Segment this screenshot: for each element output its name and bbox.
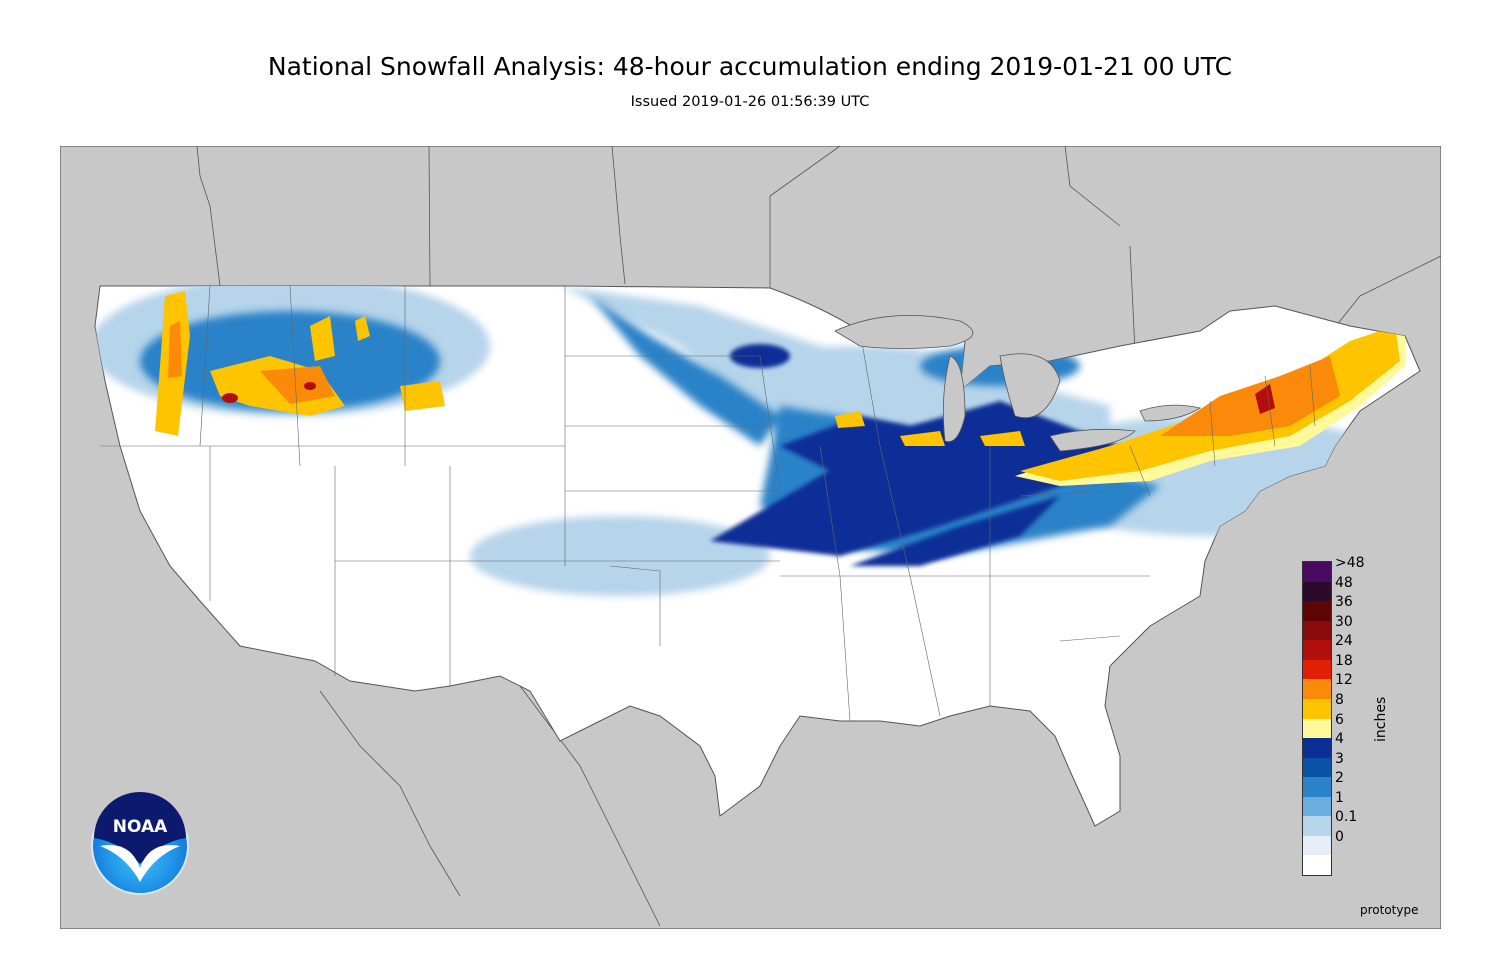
colorbar-tick-label: 8 xyxy=(1335,691,1344,708)
colorbar xyxy=(1302,561,1332,876)
colorbar-cell xyxy=(1303,738,1331,758)
state-borders xyxy=(100,285,1316,722)
snowfall-map: NOAA xyxy=(60,146,1441,929)
map-subtitle: Issued 2019-01-26 01:56:39 UTC xyxy=(630,94,870,110)
noaa-logo: NOAA xyxy=(91,792,189,895)
colorbar-tick-label: >48 xyxy=(1335,555,1365,571)
colorbar-tick-label: 48 xyxy=(1335,574,1353,591)
colorbar-tick-label: 6 xyxy=(1335,711,1344,728)
colorbar-cell xyxy=(1303,562,1331,582)
colorbar-tick-label: 0 xyxy=(1335,828,1344,845)
noaa-logo-text: NOAA xyxy=(113,817,168,837)
colorbar-tick-label: 24 xyxy=(1335,633,1353,650)
colorbar-tick-label: 0.1 xyxy=(1335,809,1358,826)
map-title: National Snowfall Analysis: 48-hour accu… xyxy=(267,52,1233,81)
colorbar-cell xyxy=(1303,601,1331,621)
colorbar-cell xyxy=(1303,620,1331,641)
colorbar-tick-label: 1 xyxy=(1335,789,1344,806)
colorbar-cell xyxy=(1303,777,1331,797)
colorbar-units-label: inches xyxy=(1373,696,1389,742)
colorbar-cell xyxy=(1303,659,1331,680)
colorbar-tick-label: 18 xyxy=(1335,652,1353,669)
colorbar-cell xyxy=(1303,679,1331,699)
colorbar-cell xyxy=(1303,718,1331,739)
colorbar-tick-label: 30 xyxy=(1335,613,1353,630)
colorbar-cell xyxy=(1303,581,1331,602)
great-lakes xyxy=(834,315,1202,452)
colorbar-cell xyxy=(1303,698,1331,719)
colorbar-cell xyxy=(1303,796,1331,817)
colorbar-tick-label: 4 xyxy=(1335,731,1344,748)
colorbar-tick-label: 12 xyxy=(1335,672,1353,689)
colorbar-cell xyxy=(1303,835,1331,856)
foreign-borders xyxy=(196,146,1441,927)
colorbar-cell xyxy=(1303,855,1331,875)
colorbar-tick-label: 2 xyxy=(1335,770,1344,787)
colorbar-tick-label: 3 xyxy=(1335,750,1344,767)
colorbar-cell xyxy=(1303,640,1331,660)
colorbar-cell xyxy=(1303,757,1331,778)
prototype-note: prototype xyxy=(1360,903,1419,917)
colorbar-tick-label: 36 xyxy=(1335,594,1353,611)
colorbar-cell xyxy=(1303,816,1331,836)
